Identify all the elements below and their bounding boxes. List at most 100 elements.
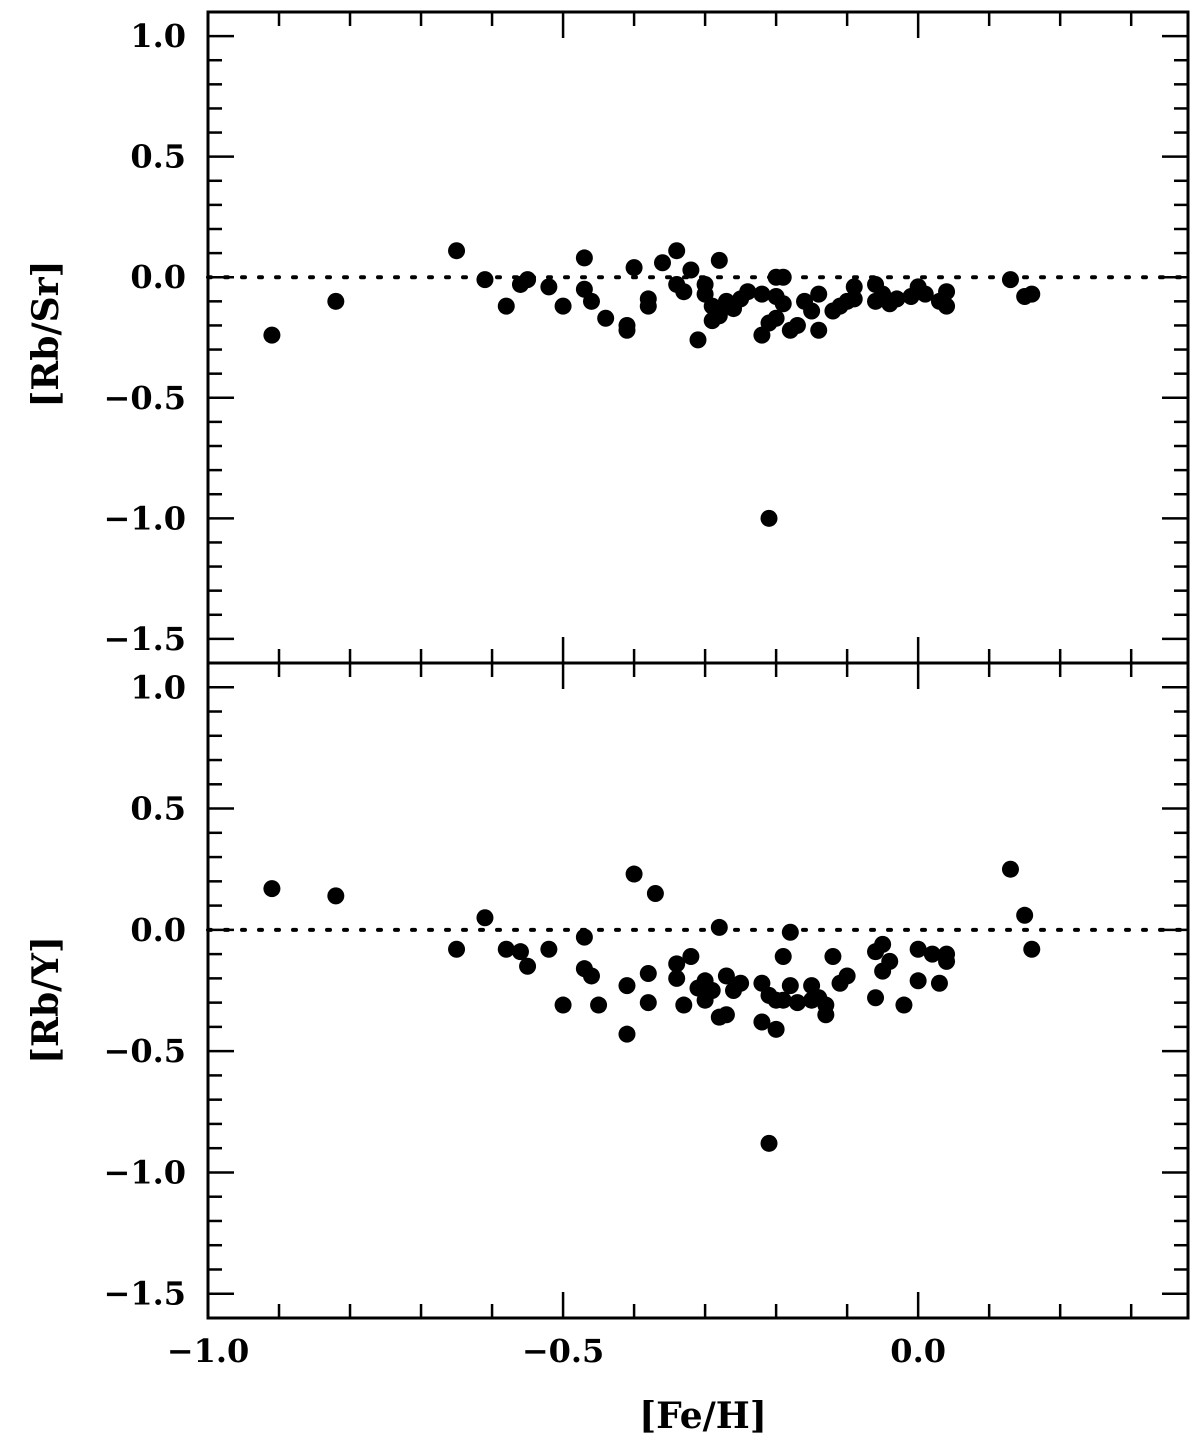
y-tick-label: 0.0 — [130, 258, 186, 296]
y-tick-label: −0.5 — [104, 1032, 186, 1070]
data-point — [774, 268, 792, 286]
data-point — [717, 1006, 735, 1024]
data-point — [717, 967, 735, 985]
y-axis-label-rb-y: [Rb/Y] — [25, 936, 67, 1064]
data-point — [625, 259, 643, 277]
data-point — [909, 940, 927, 958]
y-tick-label: −1.5 — [104, 620, 186, 658]
data-point — [810, 321, 828, 339]
data-point — [497, 940, 515, 958]
data-point — [938, 283, 956, 301]
data-point — [540, 278, 558, 296]
data-point — [760, 1134, 778, 1152]
data-point — [689, 331, 707, 349]
y-tick-label: 0.0 — [130, 911, 186, 949]
y-tick-label: 1.0 — [130, 668, 186, 706]
data-point — [675, 283, 693, 301]
data-point — [575, 249, 593, 267]
y-axis-label-rb-sr: [Rb/Sr] — [25, 260, 67, 407]
data-point — [575, 928, 593, 946]
data-point — [639, 965, 657, 983]
data-point — [703, 982, 721, 999]
data-point — [618, 1025, 636, 1043]
data-point — [923, 945, 941, 963]
data-point — [781, 923, 799, 941]
data-point — [448, 242, 466, 260]
data-point — [476, 909, 494, 927]
data-point — [881, 952, 899, 970]
y-tick-label: −0.5 — [104, 379, 186, 417]
data-point — [888, 290, 906, 308]
data-point — [874, 935, 892, 953]
data-point — [767, 309, 785, 327]
data-point — [774, 948, 792, 966]
data-point — [845, 278, 863, 296]
data-point — [554, 996, 572, 1014]
data-point — [938, 297, 956, 315]
data-point — [867, 989, 885, 1007]
y-tick-label: −1.0 — [104, 499, 186, 537]
data-point — [774, 295, 792, 313]
data-point — [263, 326, 281, 344]
data-point — [639, 994, 657, 1012]
x-tick-label: 0.0 — [890, 1332, 946, 1370]
data-point — [1001, 271, 1019, 289]
y-tick-label: −1.5 — [104, 1275, 186, 1313]
data-point — [1001, 860, 1019, 878]
data-point — [639, 297, 657, 315]
data-point — [668, 955, 686, 973]
data-point — [732, 974, 750, 992]
data-point — [774, 991, 792, 1009]
data-point — [448, 940, 466, 958]
data-point — [810, 285, 828, 303]
data-point — [760, 509, 778, 527]
data-point — [739, 283, 757, 301]
panel-rb-sr: −1.5 −1.0 −0.5 0.0 0.5 1.0 — [104, 10, 1190, 665]
y-tick-label: −1.0 — [104, 1153, 186, 1191]
data-point — [675, 996, 693, 1014]
data-point — [838, 967, 856, 985]
data-point — [653, 254, 671, 272]
panel-rb-y: −1.0 −0.5 0.0 −1.5 −1.0 −0.5 0.0 0.5 1.0 — [104, 661, 1190, 1370]
data-point — [668, 242, 686, 260]
y-tick-label: 1.0 — [130, 17, 186, 55]
data-point — [1023, 940, 1041, 958]
data-point — [497, 297, 515, 315]
data-point — [753, 285, 771, 303]
data-point — [519, 957, 537, 975]
data-point — [909, 972, 927, 990]
data-point — [511, 943, 529, 961]
data-point — [590, 996, 608, 1014]
x-tick-label: −0.5 — [522, 1332, 604, 1370]
data-point — [1016, 906, 1034, 924]
data-point — [930, 974, 948, 992]
data-point — [476, 271, 494, 289]
data-point — [327, 292, 345, 310]
data-point — [803, 302, 821, 320]
data-point — [618, 321, 636, 339]
data-point — [895, 996, 913, 1014]
data-point — [554, 297, 572, 315]
data-point — [682, 261, 700, 279]
data-point — [788, 316, 806, 334]
data-point — [710, 918, 728, 936]
y-tick-label: 0.5 — [130, 790, 186, 828]
data-point — [540, 940, 558, 958]
data-point — [916, 285, 934, 303]
data-point — [597, 309, 615, 327]
data-point — [668, 969, 686, 987]
data-point — [582, 967, 600, 985]
data-point — [845, 290, 863, 308]
data-point — [646, 884, 664, 902]
data-point — [817, 1006, 835, 1024]
data-point — [938, 952, 956, 970]
data-point — [781, 977, 799, 995]
data-point — [519, 271, 537, 289]
data-point — [625, 865, 643, 883]
y-tick-label: 0.5 — [130, 138, 186, 176]
data-point — [327, 887, 345, 905]
data-point — [710, 307, 728, 325]
data-point — [1023, 285, 1041, 303]
data-point — [767, 1020, 785, 1038]
